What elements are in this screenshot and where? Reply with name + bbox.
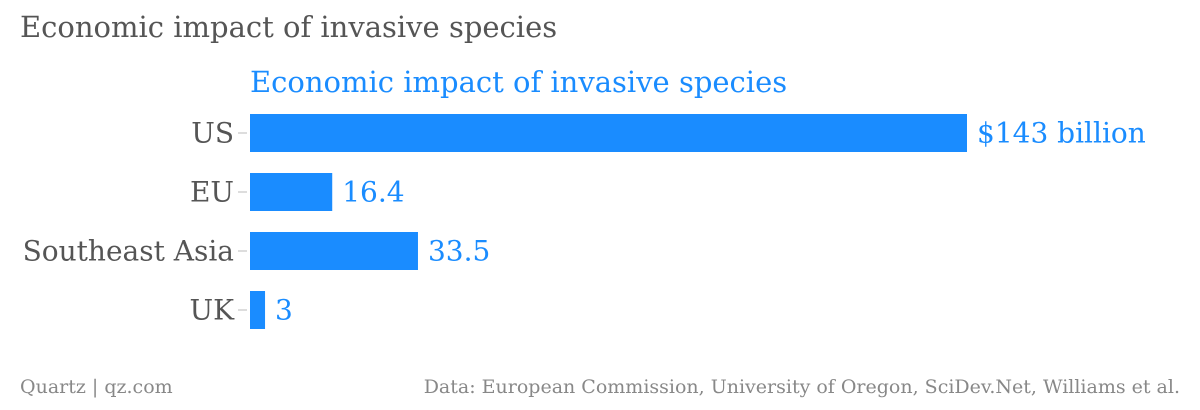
bar <box>250 114 967 152</box>
value-label: 3 <box>275 294 293 327</box>
bar <box>250 232 418 270</box>
footer-source: Quartz | qz.com <box>20 376 173 398</box>
page-title: Economic impact of invasive species <box>20 10 558 44</box>
value-label: 33.5 <box>428 235 490 268</box>
category-label: US <box>191 117 234 150</box>
chart-title: Economic impact of invasive species <box>250 65 787 99</box>
category-label: UK <box>189 294 235 327</box>
category-label: EU <box>190 176 234 209</box>
footer-data-credit: Data: European Commission, University of… <box>423 376 1180 398</box>
bars-layer: US $143 billion EU 16.4 Southeast Asia 33.5 UK… <box>23 114 1146 329</box>
bar <box>250 173 333 211</box>
value-label: 16.4 <box>342 176 404 209</box>
value-label: $143 billion <box>977 117 1146 150</box>
bar <box>250 291 266 329</box>
bar-chart: Economic impact of invasive species US $1… <box>23 65 1146 329</box>
category-label: Southeast Asia <box>23 235 234 268</box>
